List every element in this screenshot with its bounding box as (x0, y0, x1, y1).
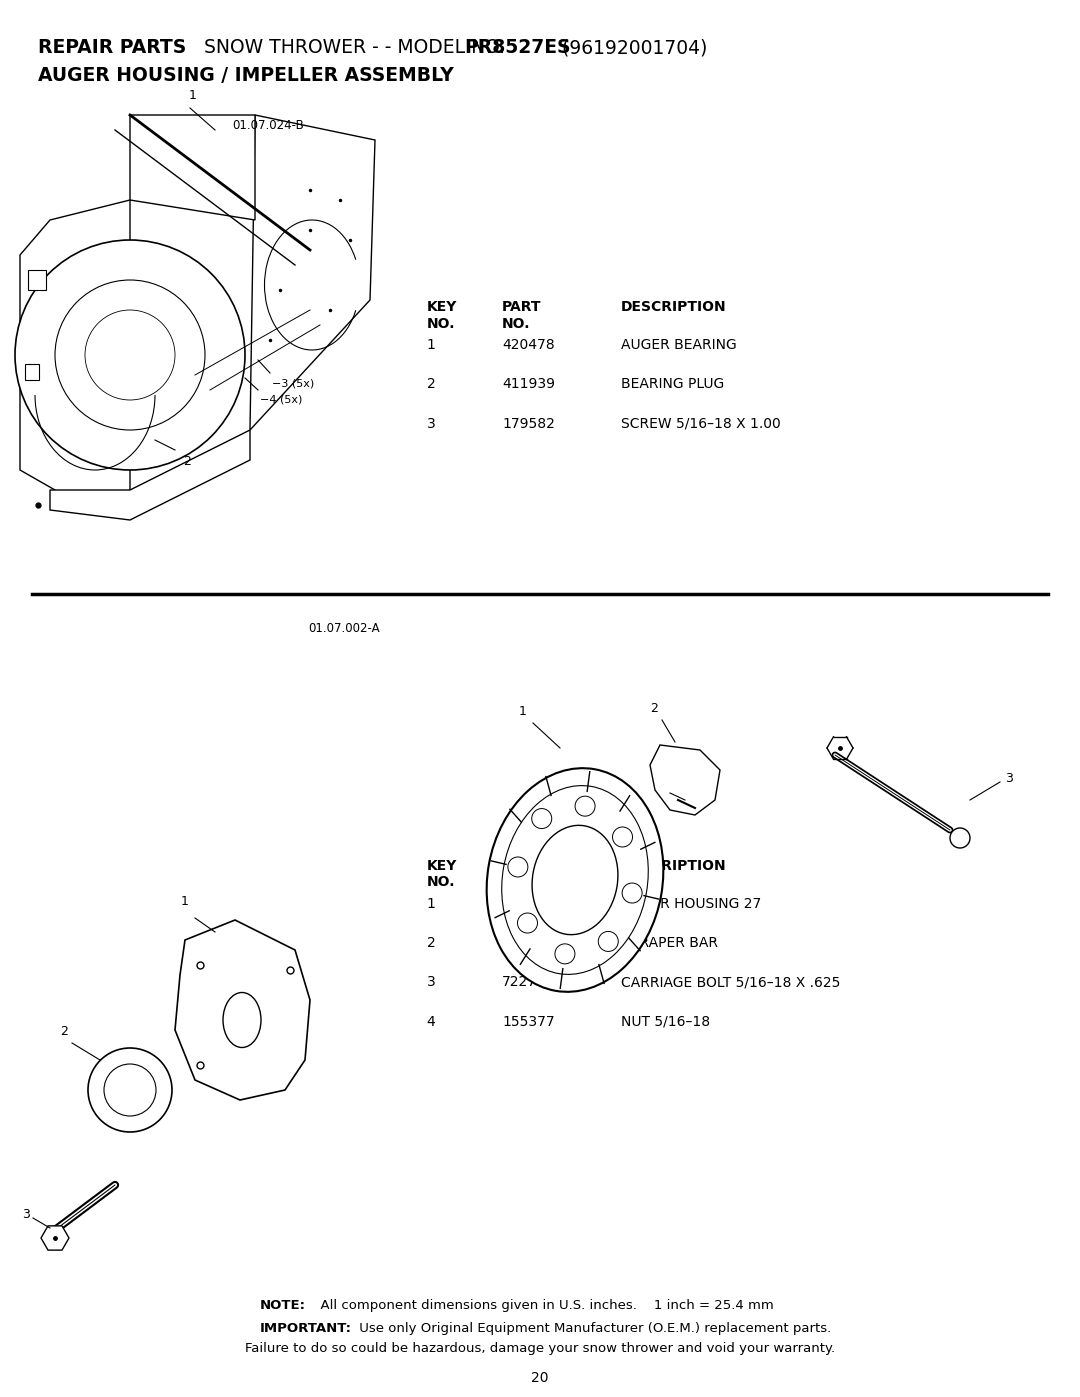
Text: SCRAPER BAR: SCRAPER BAR (621, 936, 718, 950)
Text: DESCRIPTION: DESCRIPTION (621, 300, 727, 314)
Polygon shape (50, 430, 249, 520)
Text: 2: 2 (650, 703, 658, 715)
Text: 179582: 179582 (502, 416, 555, 430)
Text: 2: 2 (60, 1025, 68, 1038)
FancyBboxPatch shape (28, 270, 46, 291)
FancyBboxPatch shape (25, 365, 39, 380)
Text: CARRIAGE BOLT 5/16–18 X .625: CARRIAGE BOLT 5/16–18 X .625 (621, 975, 840, 989)
Text: 2: 2 (427, 936, 435, 950)
Text: AUGER BEARING: AUGER BEARING (621, 338, 737, 352)
Circle shape (508, 856, 528, 877)
Text: 3: 3 (1005, 771, 1013, 785)
Text: REPAIR PARTS: REPAIR PARTS (38, 38, 186, 57)
Text: 72270505: 72270505 (502, 975, 572, 989)
Text: 2: 2 (183, 455, 191, 468)
Polygon shape (650, 745, 720, 814)
Polygon shape (175, 921, 310, 1099)
Text: 4: 4 (427, 1014, 435, 1028)
Text: 404932X479: 404932X479 (502, 936, 591, 950)
Text: PART
NO.: PART NO. (502, 300, 542, 331)
Polygon shape (130, 115, 255, 219)
Text: Failure to do so could be hazardous, damage your snow thrower and void your warr: Failure to do so could be hazardous, dam… (245, 1343, 835, 1355)
Text: 20: 20 (531, 1370, 549, 1384)
Text: DESCRIPTION: DESCRIPTION (621, 859, 727, 873)
Polygon shape (249, 115, 375, 430)
Circle shape (15, 240, 245, 469)
Circle shape (55, 279, 205, 430)
Text: Use only Original Equipment Manufacturer (O.E.M.) replacement parts.: Use only Original Equipment Manufacturer… (355, 1322, 832, 1336)
Text: SNOW THROWER - - MODEL NO.: SNOW THROWER - - MODEL NO. (186, 38, 511, 57)
Text: −3 (5x): −3 (5x) (272, 379, 314, 388)
Text: (96192001704): (96192001704) (556, 38, 707, 57)
Text: NOTE:: NOTE: (260, 1299, 306, 1312)
Text: 2: 2 (427, 377, 435, 391)
Text: IMPORTANT:: IMPORTANT: (260, 1322, 352, 1336)
Text: 420478: 420478 (502, 338, 555, 352)
Circle shape (622, 883, 643, 902)
Text: 1: 1 (181, 895, 189, 908)
Polygon shape (21, 200, 130, 510)
Text: KEY
NO.: KEY NO. (427, 300, 457, 331)
Circle shape (575, 796, 595, 816)
Text: −4 (5x): −4 (5x) (260, 395, 302, 405)
Polygon shape (41, 1227, 69, 1250)
Text: SCREW 5/16–18 X 1.00: SCREW 5/16–18 X 1.00 (621, 416, 781, 430)
Circle shape (85, 310, 175, 400)
Text: 01.07.002-A: 01.07.002-A (308, 622, 379, 634)
Circle shape (612, 827, 633, 847)
Text: 3: 3 (22, 1208, 30, 1221)
Text: BEARING PLUG: BEARING PLUG (621, 377, 725, 391)
Text: 1: 1 (427, 338, 435, 352)
Text: 1: 1 (189, 89, 197, 102)
Text: KEY
NO.: KEY NO. (427, 859, 457, 890)
Circle shape (104, 1065, 156, 1116)
Circle shape (87, 1048, 172, 1132)
Text: PR8527ES: PR8527ES (464, 38, 570, 57)
Ellipse shape (502, 785, 648, 974)
Text: All component dimensions given in U.S. inches.    1 inch = 25.4 mm: All component dimensions given in U.S. i… (312, 1299, 773, 1312)
Ellipse shape (532, 826, 618, 935)
Circle shape (517, 914, 538, 933)
Ellipse shape (222, 992, 261, 1048)
Text: 01.07.024-B: 01.07.024-B (232, 119, 303, 131)
Text: 1: 1 (519, 705, 527, 718)
Circle shape (531, 809, 552, 828)
Text: 155377: 155377 (502, 1014, 555, 1028)
Text: 3: 3 (427, 416, 435, 430)
Circle shape (950, 828, 970, 848)
Ellipse shape (487, 768, 663, 992)
Text: PART
NO.: PART NO. (502, 859, 542, 890)
Text: 3: 3 (427, 975, 435, 989)
Circle shape (555, 944, 575, 964)
Text: AUGER HOUSING 27: AUGER HOUSING 27 (621, 897, 761, 911)
Text: NUT 5/16–18: NUT 5/16–18 (621, 1014, 711, 1028)
Text: 411939: 411939 (502, 377, 555, 391)
Text: AUGER HOUSING / IMPELLER ASSEMBLY: AUGER HOUSING / IMPELLER ASSEMBLY (38, 66, 454, 85)
Text: 404929X428: 404929X428 (502, 897, 591, 911)
Text: 1: 1 (427, 897, 435, 911)
Circle shape (598, 932, 618, 951)
